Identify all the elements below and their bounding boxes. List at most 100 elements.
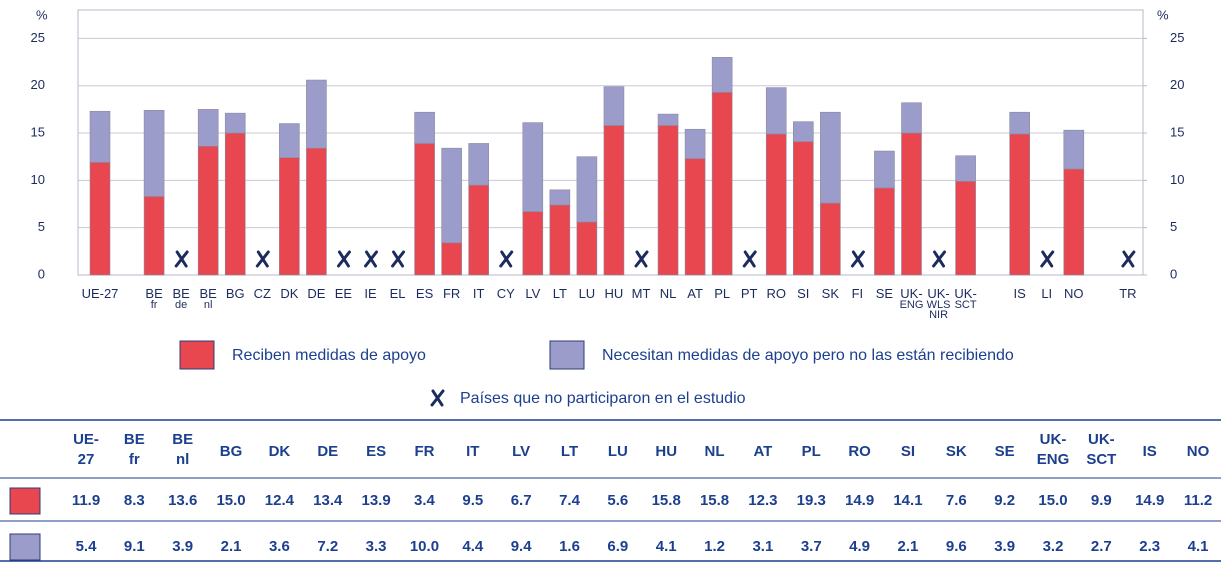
table-cell: 11.2 — [1184, 492, 1212, 509]
y2-tick-label: 15 — [1170, 124, 1184, 139]
table-cell: 3.9 — [172, 538, 193, 555]
table-cell: 4.1 — [1188, 538, 1209, 555]
table-header-line: UE- — [73, 431, 99, 448]
table-cell: 12.3 — [748, 492, 777, 509]
x-tick-line: UE-27 — [82, 286, 119, 301]
x-tick-line: IS — [1014, 286, 1027, 301]
table-header-line: NL — [705, 443, 725, 460]
bar-segment — [576, 156, 598, 223]
table-header-line: PL — [802, 443, 821, 460]
y-tick-label: 20 — [31, 77, 45, 92]
x-tick-line: BE — [145, 286, 163, 301]
x-tick-line: fr — [151, 299, 158, 311]
y2-tick-label: 5 — [1170, 219, 1177, 234]
bar-segment — [901, 102, 922, 134]
x-tick-line: BE — [172, 286, 190, 301]
bar-segment — [89, 162, 111, 276]
x-tick-line: CZ — [254, 286, 271, 301]
table-header: SI — [901, 443, 915, 460]
table-cell: 4.1 — [656, 538, 677, 555]
x-tick-label: UK-SCT — [954, 286, 976, 310]
table-header-line: UK- — [1088, 431, 1115, 448]
table-cell: 3.2 — [1043, 538, 1064, 555]
missing-marker — [391, 250, 406, 268]
y2-unit: % — [1157, 7, 1169, 22]
table-cell: 5.6 — [607, 492, 628, 509]
bar-segment — [468, 184, 490, 276]
y2-tick-label: 20 — [1170, 77, 1184, 92]
bar-segment — [197, 109, 219, 147]
table-cell: 1.6 — [559, 538, 580, 555]
x-tick-label: BE de — [172, 286, 190, 310]
x-tick-line: EL — [390, 286, 406, 301]
table-cell: 2.1 — [898, 538, 919, 555]
bar-segment — [441, 242, 462, 276]
bar-segment — [901, 132, 922, 276]
x-tick-line: MT — [632, 286, 651, 301]
x-tick-label: BG — [226, 286, 245, 301]
missing-marker — [1040, 250, 1055, 268]
bar-segment — [874, 187, 895, 276]
missing-marker — [850, 250, 865, 268]
missing-marker — [634, 250, 649, 268]
table-cell: 10.0 — [410, 538, 439, 555]
y2-tick-label: 10 — [1170, 172, 1184, 187]
x-tick-label: CY — [497, 286, 515, 301]
table-cell: 9.6 — [946, 538, 967, 555]
bar-segment — [224, 112, 246, 134]
bar-segment — [549, 189, 571, 206]
bar-segment — [143, 196, 165, 276]
x-tick-label: LV — [525, 286, 540, 301]
table-cell: 3.6 — [269, 538, 290, 555]
x-tick-label: UK-ENG — [900, 286, 924, 310]
legend-label: Necesitan medidas de apoyo pero no las e… — [602, 347, 1014, 364]
x-tick-line: NO — [1064, 286, 1084, 301]
bar-segment — [279, 123, 300, 158]
table-cell: 15.0 — [1038, 492, 1067, 509]
bar-segment — [657, 125, 679, 276]
table-header: BG — [220, 443, 243, 460]
x-tick-line: PT — [741, 286, 758, 301]
bar-segment — [820, 111, 841, 204]
x-tick-line: WLS — [927, 299, 951, 311]
table-cell: 9.5 — [462, 492, 483, 509]
table-header: LV — [512, 443, 530, 460]
x-tick-line: IT — [473, 286, 485, 301]
y2-tick-label: 25 — [1170, 30, 1184, 45]
bar-segment — [549, 204, 571, 276]
bar-segment — [306, 147, 327, 276]
table-header: LU — [608, 443, 628, 460]
x-tick-line: ENG — [900, 299, 924, 311]
table-cell: 13.4 — [313, 492, 343, 509]
table-header: DK — [269, 443, 291, 460]
table-cell: 4.9 — [849, 538, 870, 555]
x-tick-line: SE — [876, 286, 894, 301]
table-header: LT — [561, 443, 578, 460]
x-tick-label: LU — [579, 286, 596, 301]
x-tick-label: CZ — [254, 286, 271, 301]
bar-segment — [143, 110, 165, 197]
table-header-line: AT — [753, 443, 772, 460]
table-cell: 6.9 — [607, 538, 628, 555]
bar-segment — [765, 87, 787, 135]
x-tick-line: AT — [687, 286, 703, 301]
table-cell: 15.8 — [652, 492, 681, 509]
table-header-line: ES — [366, 443, 386, 460]
table-header-line: SE — [995, 443, 1015, 460]
bar-segment — [224, 132, 246, 276]
x-tick-label: FR — [443, 286, 460, 301]
table-header-line: BG — [220, 443, 243, 460]
bar-segment — [441, 147, 462, 244]
x-tick-label: PT — [741, 286, 758, 301]
x-tick-label: UE-27 — [82, 286, 119, 301]
table-header: SE — [995, 443, 1015, 460]
missing-marker — [255, 250, 270, 268]
table-cell: 11.9 — [72, 492, 100, 509]
x-tick-line: LT — [553, 286, 567, 301]
x-tick-label: IE — [364, 286, 377, 301]
missing-marker — [430, 389, 445, 407]
x-tick-label: BE nl — [200, 286, 218, 310]
bar-segment — [1063, 168, 1085, 276]
x-tick-label: LI — [1041, 286, 1052, 301]
table-cell: 7.4 — [559, 492, 581, 509]
